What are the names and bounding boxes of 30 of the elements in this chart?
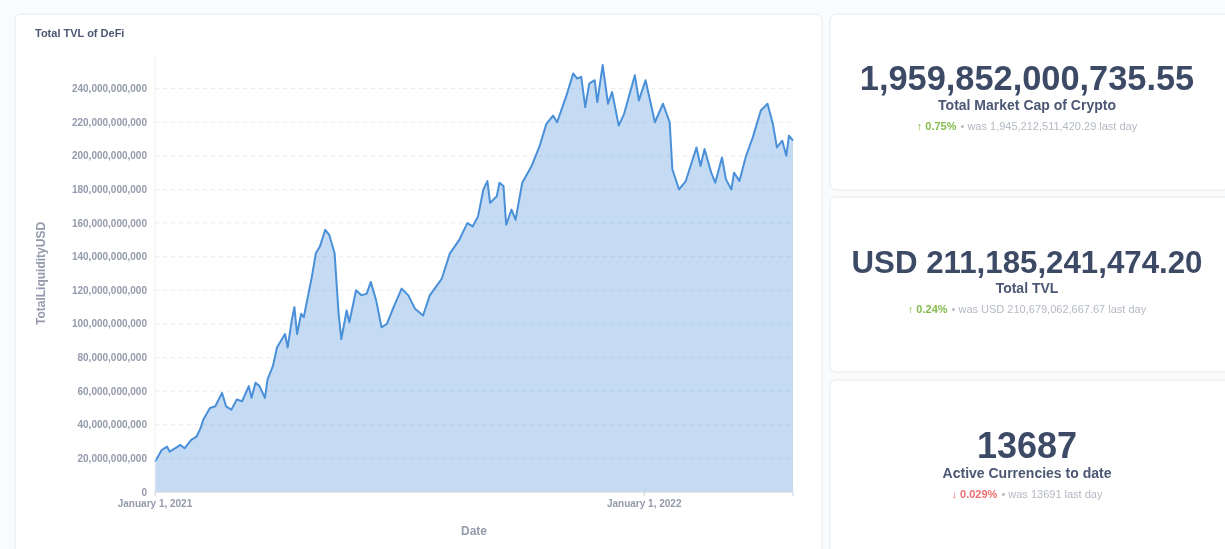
text: Active Currencies to date bbox=[942, 465, 1112, 481]
y-tick-label: 200,000,000,000 bbox=[71, 150, 148, 162]
text: ↓ 0.029% bbox=[951, 488, 998, 500]
x-axis-title: Date bbox=[460, 524, 488, 538]
text: Total Market Cap of Crypto bbox=[938, 97, 1116, 113]
y-tick-label: 0 bbox=[141, 486, 148, 498]
y-tick-label: 80,000,000,000 bbox=[77, 352, 148, 364]
text: 1,959,852,000,735.55 bbox=[859, 59, 1195, 97]
y-tick-label: 240,000,000,000 bbox=[71, 83, 148, 95]
y-tick-label: 40,000,000,000 bbox=[77, 419, 148, 431]
y-tick-label: 100,000,000,000 bbox=[71, 318, 148, 330]
y-axis-title: TotalLiquidityUSD bbox=[34, 221, 48, 326]
text: • was 1,945,212,511,420.29 last day bbox=[960, 120, 1138, 132]
chart-title: Total TVL of DeFi bbox=[35, 27, 125, 39]
text: • was USD 210,679,062,667.67 last day bbox=[951, 302, 1147, 315]
text: ↑ 0.75% bbox=[916, 120, 957, 132]
text: Total TVL bbox=[995, 279, 1059, 296]
y-tick-label: 20,000,000,000 bbox=[77, 452, 148, 464]
text: 13687 bbox=[976, 425, 1078, 466]
text: USD 211,185,241,474.20 bbox=[851, 244, 1203, 280]
y-tick-label: 60,000,000,000 bbox=[77, 385, 148, 397]
x-tick-label: January 1, 2021 bbox=[117, 498, 193, 509]
text: • was 13691 last day bbox=[1001, 488, 1103, 500]
y-tick-label: 120,000,000,000 bbox=[71, 284, 148, 296]
y-tick-label: 220,000,000,000 bbox=[71, 116, 148, 128]
text: ↑ 0.24% bbox=[907, 302, 948, 315]
y-tick-label: 180,000,000,000 bbox=[71, 183, 148, 195]
x-tick-label: January 1, 2022 bbox=[606, 498, 682, 509]
y-tick-label: 160,000,000,000 bbox=[71, 217, 148, 229]
y-tick-label: 140,000,000,000 bbox=[71, 251, 148, 263]
